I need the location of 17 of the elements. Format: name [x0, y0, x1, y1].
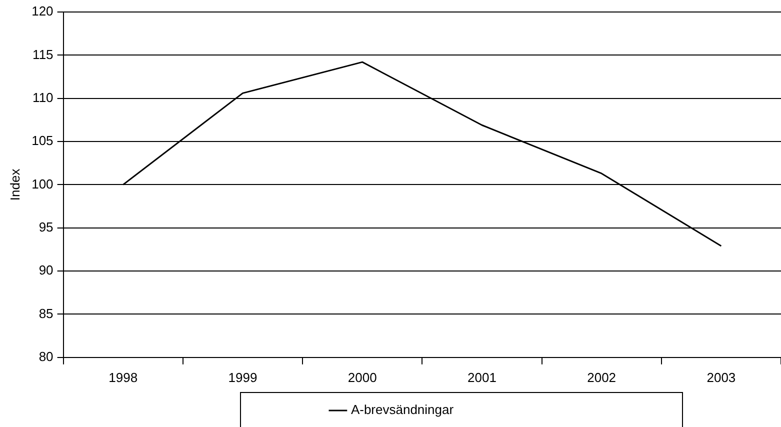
x-tick-label: 2000 [348, 370, 377, 385]
x-tick-label: 1999 [228, 370, 258, 385]
y-tick-label: 110 [32, 90, 54, 105]
y-tick-label: 105 [32, 133, 54, 148]
y-tick-label: 100 [32, 176, 54, 192]
y-axis-title: Index [7, 168, 22, 201]
y-tick-label: 120 [32, 4, 54, 19]
x-tick-label: 2002 [587, 370, 616, 385]
x-tick-label: 2001 [467, 370, 496, 385]
y-tick-label: 95 [38, 219, 54, 234]
y-tick-label: 90 [38, 262, 54, 278]
y-tick-label: 85 [38, 306, 54, 321]
legend-label: A-brevsändningar [350, 402, 454, 418]
x-tick-label: 2003 [706, 370, 736, 385]
x-tick-label: 1998 [108, 370, 138, 385]
y-tick-label: 115 [32, 46, 54, 62]
y-tick-label: 80 [38, 348, 54, 364]
